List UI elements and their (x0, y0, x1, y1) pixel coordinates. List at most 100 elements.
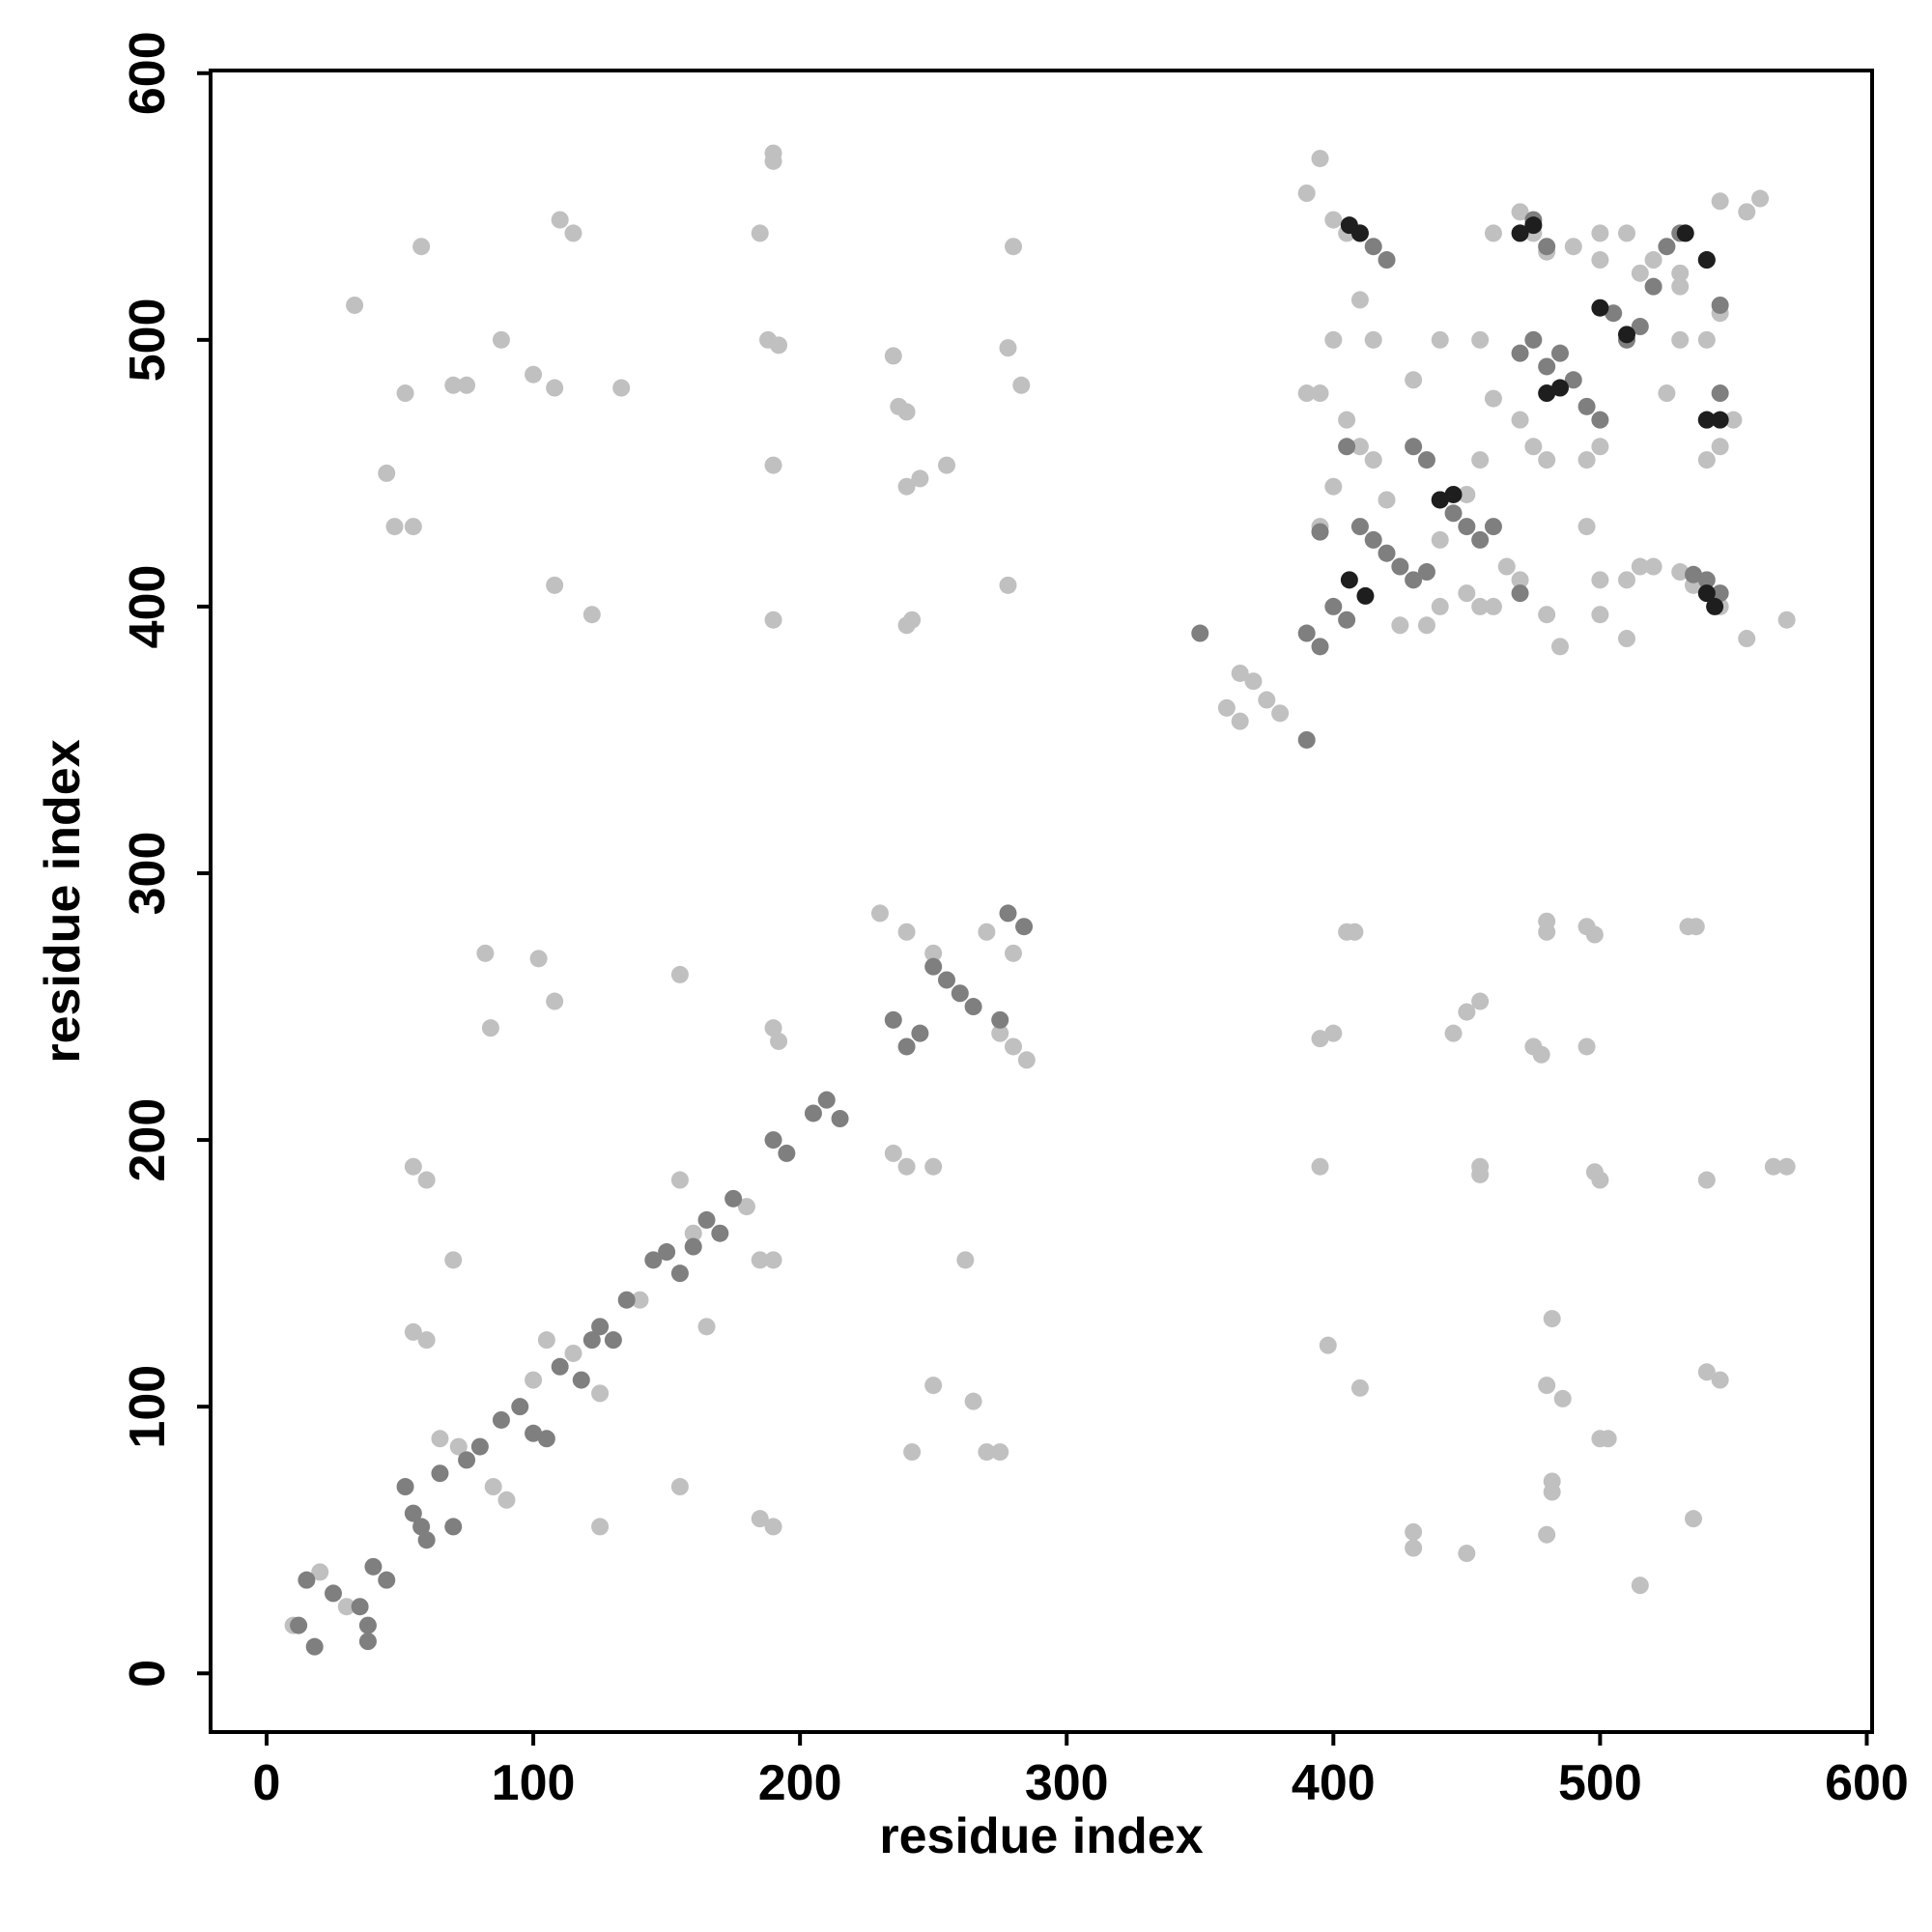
x-axis-title: residue index (879, 1808, 1203, 1864)
point (324, 1584, 342, 1603)
point (1231, 712, 1249, 730)
point (1511, 571, 1529, 589)
point (1340, 571, 1358, 589)
point (1497, 557, 1516, 576)
point (417, 1531, 436, 1549)
point (1577, 451, 1596, 469)
point (1550, 379, 1569, 397)
point (525, 1424, 543, 1442)
point (1591, 438, 1609, 456)
point (711, 1224, 729, 1242)
point (884, 1144, 902, 1162)
point (364, 1557, 383, 1576)
point (546, 992, 564, 1010)
point (1350, 1378, 1369, 1397)
point (1471, 1165, 1490, 1183)
point (1538, 923, 1556, 941)
point (470, 1437, 489, 1456)
point (1444, 485, 1463, 503)
point (1511, 584, 1529, 603)
point (1618, 224, 1636, 242)
point (1431, 330, 1449, 349)
point (670, 1478, 689, 1496)
point (1738, 630, 1756, 648)
point (1471, 530, 1490, 549)
point (1532, 1045, 1550, 1064)
point (396, 1478, 414, 1496)
point (1324, 477, 1343, 496)
point (1338, 411, 1356, 429)
point (1378, 544, 1396, 562)
point (1631, 264, 1649, 282)
point (564, 1344, 582, 1362)
point (1511, 203, 1529, 221)
point (1777, 611, 1796, 629)
point (999, 339, 1017, 357)
point (1538, 238, 1556, 256)
x-tick-label: 300 (1025, 1755, 1109, 1811)
point (1319, 1336, 1337, 1354)
point (412, 238, 431, 256)
point (684, 1237, 702, 1256)
point (1618, 630, 1636, 648)
point (937, 971, 955, 989)
point (1564, 238, 1582, 256)
point (991, 1010, 1009, 1029)
point (897, 923, 916, 941)
point (1444, 504, 1463, 523)
point (529, 950, 548, 968)
point (1524, 330, 1543, 349)
point (1364, 530, 1382, 549)
point (431, 1464, 449, 1483)
y-tick-label: 400 (120, 565, 176, 649)
point (1543, 1310, 1561, 1328)
point (444, 1251, 463, 1269)
point (1297, 624, 1316, 642)
point (670, 1171, 689, 1189)
point (956, 1251, 975, 1269)
point (1585, 925, 1604, 944)
point (1577, 518, 1596, 536)
point (1324, 211, 1343, 229)
point (764, 1131, 782, 1150)
point (751, 1251, 769, 1269)
point (1685, 565, 1703, 583)
point (1364, 330, 1382, 349)
point (1471, 597, 1490, 615)
point (385, 518, 404, 536)
point (1431, 597, 1449, 615)
point (492, 330, 510, 349)
point (1591, 298, 1609, 317)
point (724, 1189, 743, 1208)
point (1311, 1157, 1329, 1176)
point (298, 1571, 316, 1589)
point (991, 1024, 1009, 1042)
point (551, 211, 569, 229)
point (1350, 291, 1369, 309)
point (1676, 224, 1694, 242)
point (903, 1443, 922, 1462)
point (1538, 451, 1556, 469)
point (911, 469, 929, 488)
point (417, 1171, 436, 1189)
point (1697, 451, 1716, 469)
point (1711, 296, 1729, 314)
point (764, 1251, 782, 1269)
point (612, 379, 631, 397)
point (1631, 557, 1649, 576)
point (1458, 1545, 1476, 1563)
point (1484, 224, 1502, 242)
point (412, 1518, 431, 1536)
y-tick-label: 200 (120, 1098, 176, 1182)
point (582, 606, 601, 624)
point (617, 1291, 636, 1309)
point (1671, 277, 1690, 296)
point (1711, 584, 1729, 603)
point (1217, 698, 1236, 717)
y-tick-label: 100 (120, 1365, 176, 1449)
point (1591, 1171, 1609, 1189)
y-axis-title: residue index (35, 739, 91, 1063)
point (1405, 571, 1423, 589)
point (884, 1010, 902, 1029)
point (1644, 557, 1662, 576)
